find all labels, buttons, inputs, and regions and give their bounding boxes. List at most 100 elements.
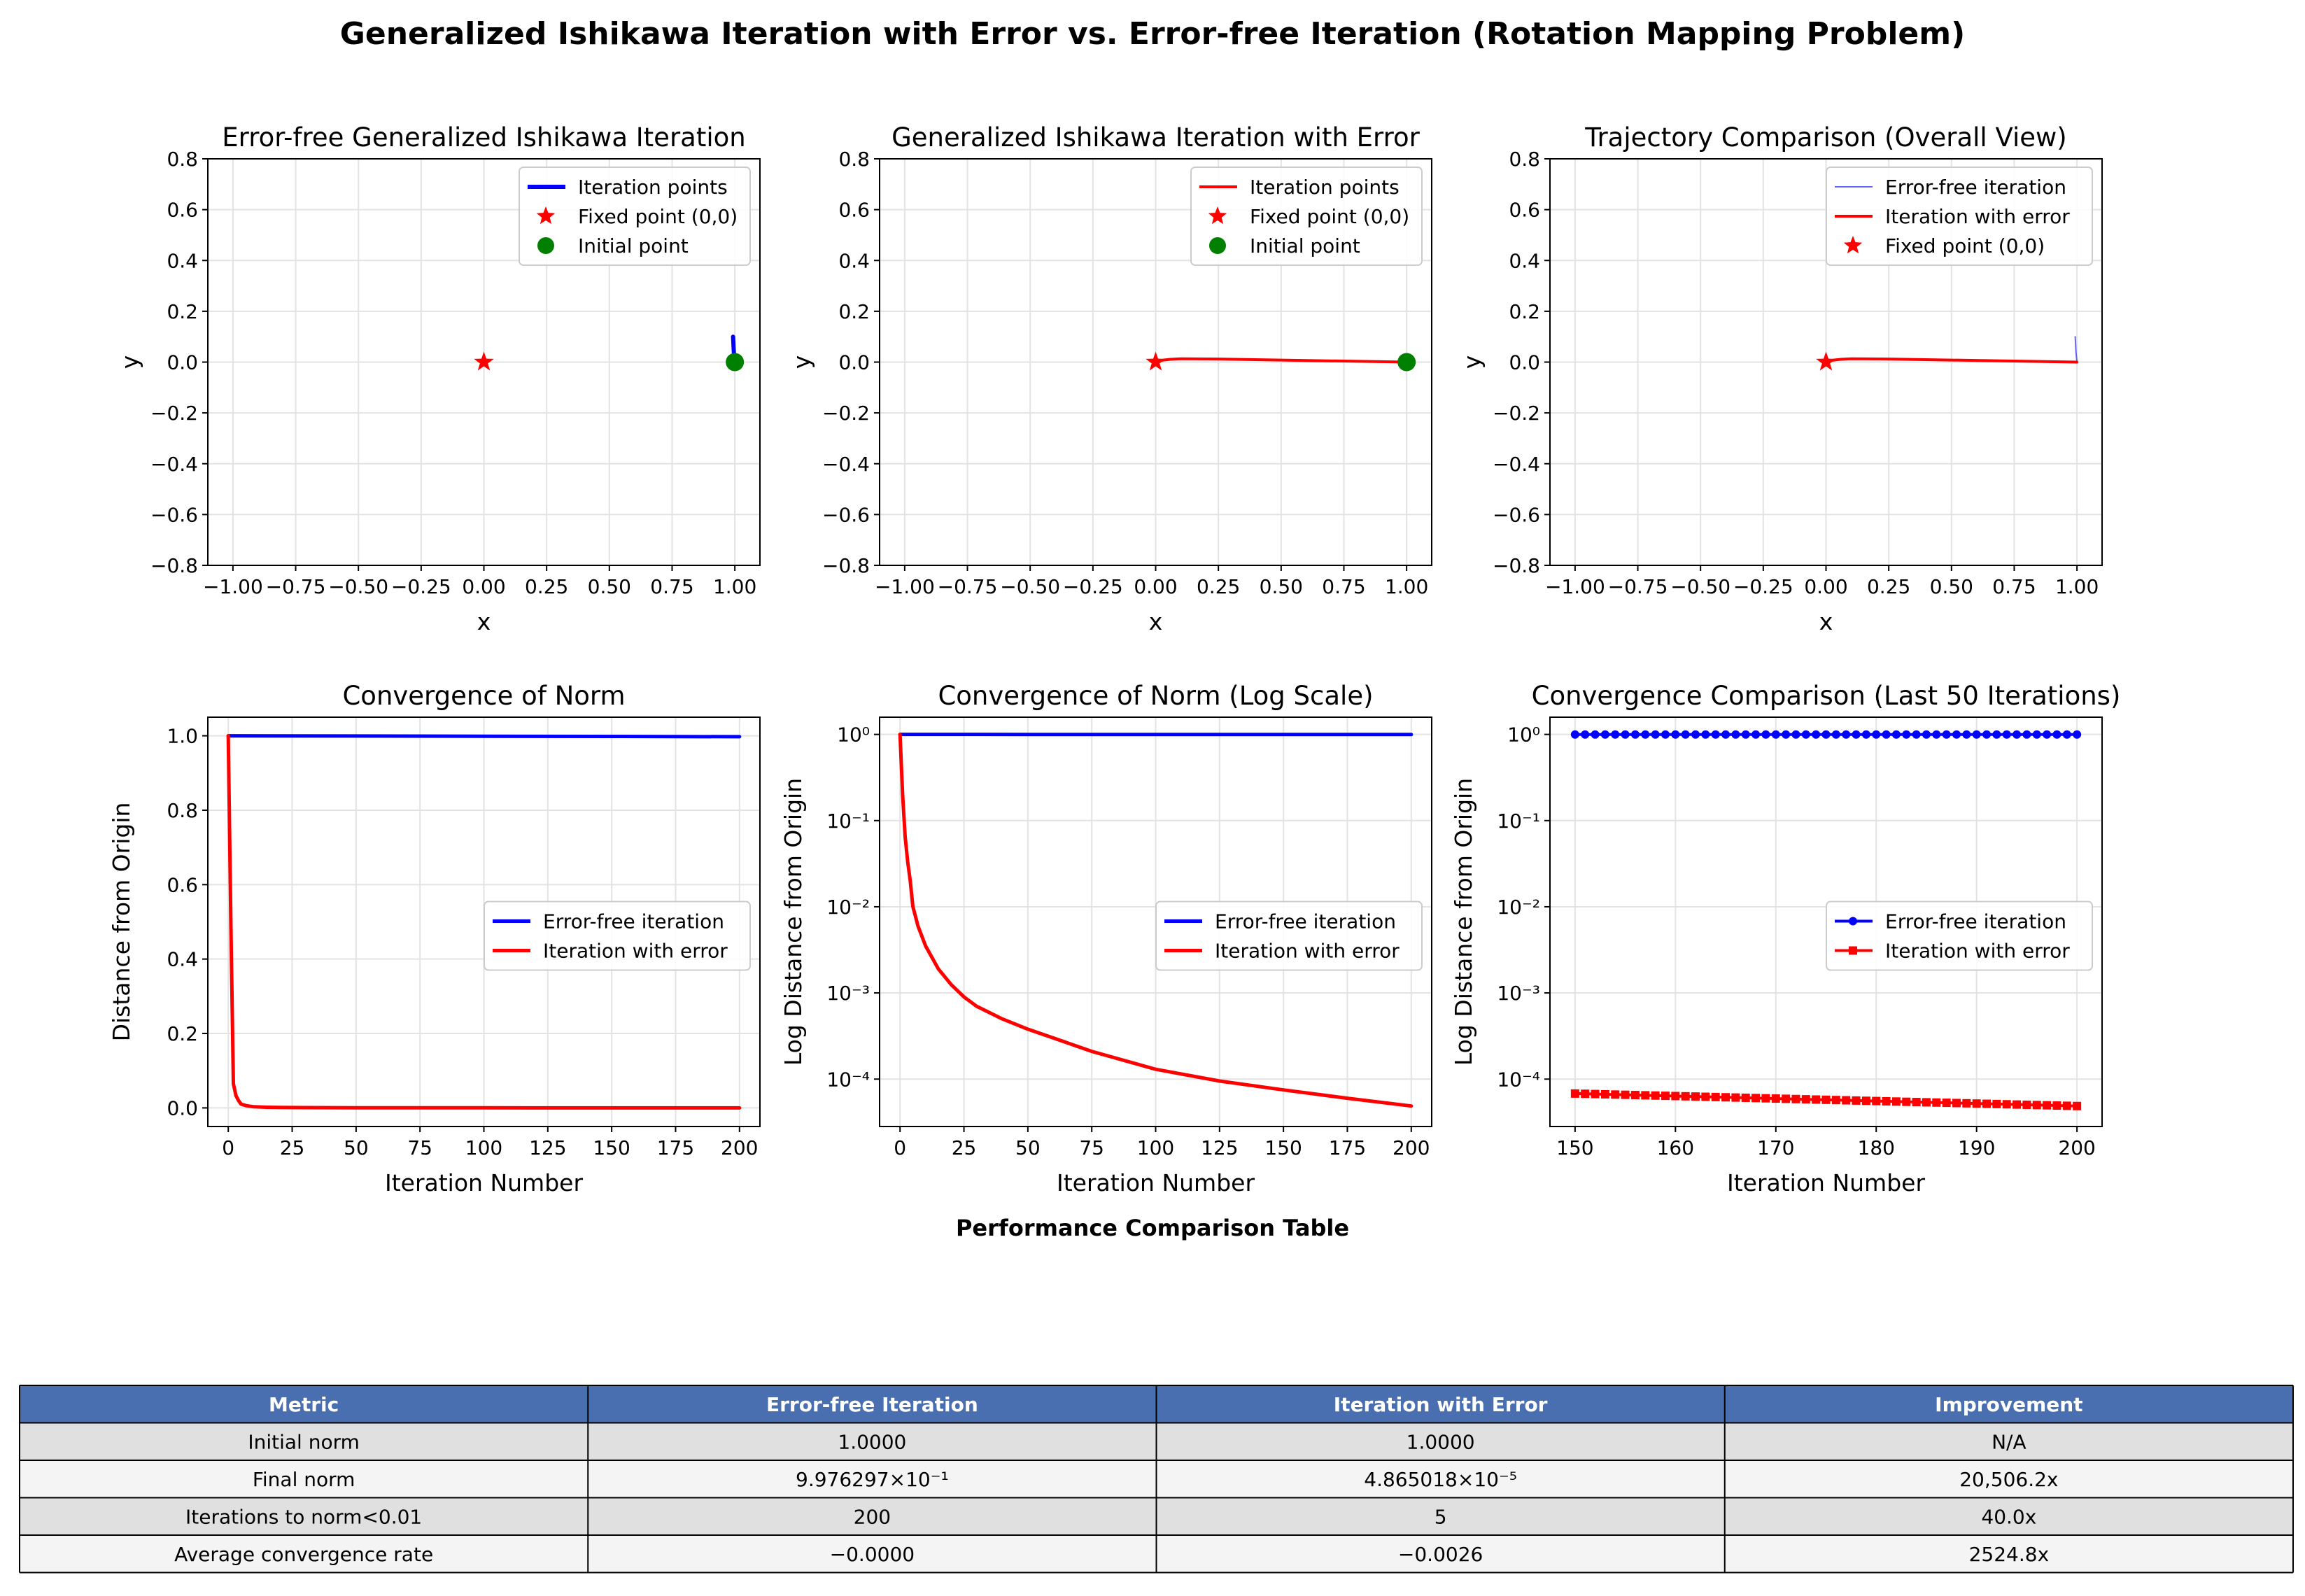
y-axis-label: y [116,355,143,369]
y-tick-label: 0.2 [167,300,198,323]
legend-label: Iteration with error [1885,205,2070,228]
y-tick-label: 0.8 [167,799,198,822]
series-2-marker [1691,1092,1700,1101]
series-2-marker [2032,1101,2041,1110]
series-1-marker [1751,730,1761,739]
x-tick-label: 0.50 [588,575,631,598]
series-1-marker [1812,730,1821,739]
legend: Error-free iteration Iteration with error [484,901,751,971]
table-header-cell: Iteration with Error [1334,1393,1548,1416]
series-1-marker [2013,730,2022,739]
series-1-marker [1852,730,1861,739]
y-tick-label: 0.2 [1509,300,1540,323]
y-tick-label: 10⁻² [1497,896,1540,919]
table-header-cell: Metric [269,1393,339,1416]
x-tick-label: 190 [1958,1136,1995,1159]
x-tick-label: 0.25 [525,575,568,598]
y-tick-label: −0.8 [822,554,870,577]
series-2-marker [1611,1090,1620,1099]
table-cell: 2524.8x [1969,1543,2050,1566]
series-1-marker [1782,730,1791,739]
series-2-marker [1681,1092,1690,1101]
y-tick-label: 0.6 [838,199,870,222]
legend-star-icon [1208,206,1227,225]
series-1-marker [2043,730,2052,739]
chart-panel-2: −1.00 −0.75 −0.50 −0.25 0.00 0.25 0.50 0.75 1.00… [788,122,1432,635]
series-group [898,733,1414,1108]
series-2-marker [1842,1096,1851,1105]
legend-label: Fixed point (0,0) [1885,234,2045,257]
series-2-marker [1751,1094,1761,1103]
x-tick-label: 175 [657,1136,694,1159]
y-tick-label: 0.2 [838,300,870,323]
legend-box [1190,167,1423,266]
x-tick-label: 0.25 [1867,575,1910,598]
series-2-marker [1741,1093,1750,1102]
y-tick-label: 10⁻² [826,896,870,919]
legend-label: Iteration points [1250,176,1400,199]
series-2-marker [1922,1098,1931,1107]
series-1-marker [1902,730,1911,739]
series-1-marker [1721,730,1730,739]
legend-circle-icon [1849,917,1857,926]
series-1-marker [1681,730,1690,739]
series-2-marker [2022,1100,2031,1109]
legend-square-icon [1849,946,1857,955]
series-2-marker [1902,1097,1911,1106]
table-cell: 20,506.2x [1959,1468,2058,1491]
table-cell: 1.0000 [838,1431,906,1454]
series-1-marker [1741,730,1750,739]
series-2-marker [1942,1099,1951,1108]
series-1-line [2074,336,2078,363]
series-2-marker [1891,1097,1901,1106]
table-cell: 4.865018×10⁻⁵ [1364,1468,1517,1491]
chart-title: Convergence of Norm (Log Scale) [938,681,1373,711]
x-axis-label: x [477,608,491,635]
y-tick-label: 0.0 [1509,351,1540,374]
y-tick-label: −0.6 [150,503,198,526]
series-group [1816,336,2079,371]
legend-circle-icon [1209,237,1226,254]
y-tick-label: 1.0 [167,725,198,748]
series-1-marker [1791,730,1800,739]
x-tick-label: 0.25 [1197,575,1240,598]
series-2-marker [1962,1099,1971,1108]
series-1-marker [1761,730,1770,739]
x-tick-label: 0.00 [462,575,505,598]
y-tick-label: 0.0 [838,351,870,374]
x-tick-label: 0.75 [1992,575,2036,598]
x-tick-label: 0.00 [1804,575,1847,598]
y-tick-label: 0.4 [167,249,198,272]
series-1-marker [1801,730,1810,739]
y-tick-label: −0.6 [822,503,870,526]
series-2-star-marker [474,351,494,371]
x-tick-label: 1.00 [1385,575,1428,598]
series-2-marker [1651,1091,1660,1100]
x-axis-label: Iteration Number [1727,1169,1925,1196]
legend-label: Iteration with error [1885,940,2070,963]
x-tick-label: 0.75 [1322,575,1365,598]
chart-title: Convergence of Norm [342,681,625,711]
legend-label: Error-free iteration [1885,176,2066,199]
x-tick-label: 0 [894,1136,906,1159]
chart-panel-3: −1.00 −0.75 −0.50 −0.25 0.00 0.25 0.50 0.75 1.00… [1458,122,2103,635]
performance-table: Metric Error-free Iteration Iteration with… [19,1385,2294,1574]
table-cell: 9.976297×10⁻¹ [796,1468,949,1491]
series-1-marker [1661,730,1670,739]
legend-label: Initial point [1250,234,1360,257]
legend-star-icon [536,206,556,225]
series-1-marker [2032,730,2041,739]
x-tick-label: 25 [280,1136,305,1159]
series-1-marker [2073,730,2082,739]
y-tick-label: 10⁻³ [826,982,870,1005]
series-2-marker [1570,1089,1579,1098]
series-1-line [226,734,742,739]
y-axis-label: Log Distance from Origin [1450,778,1477,1066]
x-tick-label: −1.00 [875,575,935,598]
x-tick-label: −0.25 [391,575,451,598]
chart-panel-1: −1.00 −0.75 −0.50 −0.25 0.00 0.25 0.50 0.75 1.00… [116,122,761,635]
x-tick-label: 0.50 [1260,575,1303,598]
x-tick-label: 170 [1757,1136,1794,1159]
legend-label: Iteration with error [1215,940,1400,963]
